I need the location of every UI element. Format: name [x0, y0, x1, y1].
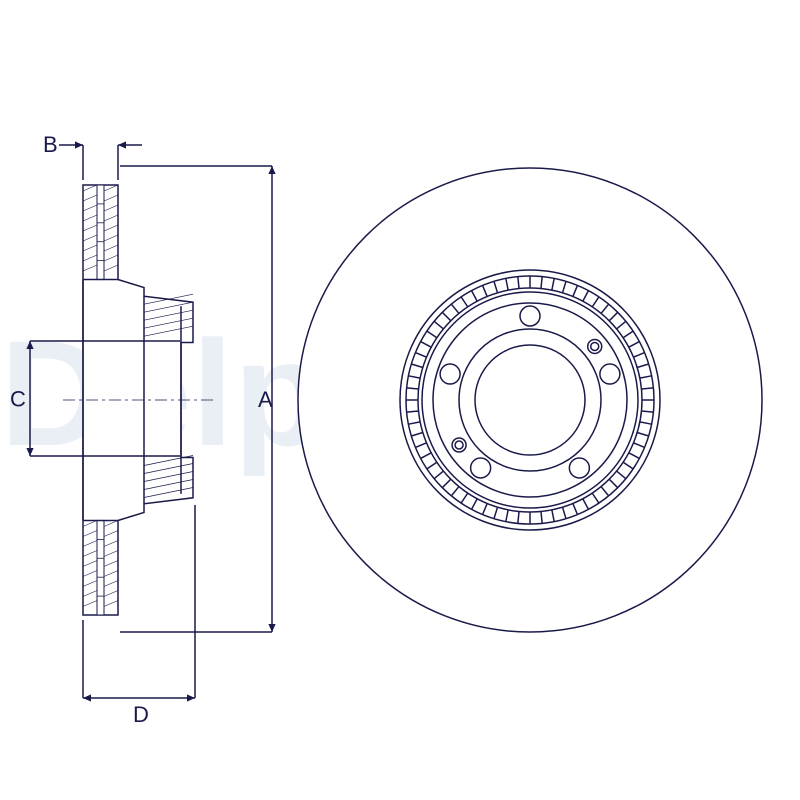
front-view	[298, 168, 762, 632]
brake-disc-diagram: Delphi ACBD	[0, 0, 800, 800]
label-a: A	[258, 387, 273, 412]
label-b: B	[43, 132, 58, 157]
label-c: C	[10, 387, 26, 412]
label-d: D	[133, 702, 149, 727]
